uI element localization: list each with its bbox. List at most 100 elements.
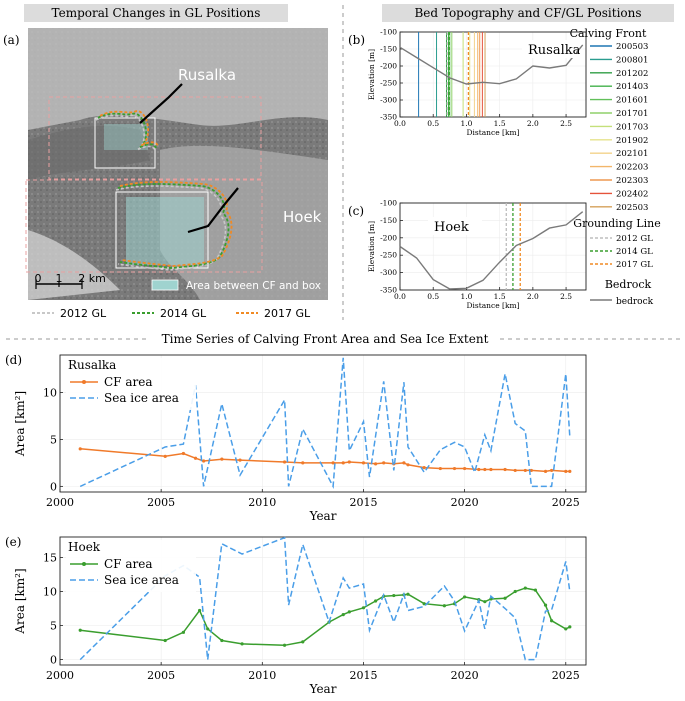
panel-label-e: (e) xyxy=(5,535,21,549)
point-e-0-27 xyxy=(523,586,527,590)
panel-a-legend: 2012 GL 2014 GL 2017 GL xyxy=(32,307,311,320)
x-axis-label-d: Year xyxy=(309,509,337,523)
rusalka-gl-2017 xyxy=(99,110,159,147)
point-d-0-21 xyxy=(463,466,467,471)
x-tick-label-e-0: 2000 xyxy=(46,669,74,682)
legend-marker-d-0 xyxy=(82,380,86,384)
annotation-b: Rusalka xyxy=(528,43,581,58)
legend-cf-label-201703: 201703 xyxy=(616,122,648,132)
hoek-profile-line xyxy=(187,187,239,234)
legend-bg-d xyxy=(66,358,196,410)
legend-2017-label: 2017 GL xyxy=(264,307,311,320)
legend-cf-label-202203: 202203 xyxy=(616,163,648,173)
scale-label-1: 1 xyxy=(56,272,63,285)
point-e-0-15 xyxy=(392,593,396,598)
x-tick-label-d-5: 2025 xyxy=(552,496,580,509)
scale-bar: 0 1 2 km xyxy=(35,272,106,289)
point-d-0-5 xyxy=(220,457,224,461)
panel-a-title: Temporal Changes in GL Positions xyxy=(52,6,261,20)
x-tick-label-e-4: 2020 xyxy=(451,669,479,682)
annotation-bg-b xyxy=(522,40,576,58)
point-d-0-8 xyxy=(301,461,305,465)
point-d-0-30 xyxy=(550,468,554,473)
scale-label-2: 2 km xyxy=(78,272,106,285)
legend-gl-label-0: 2012 GL xyxy=(616,234,653,244)
bottom-title: Time Series of Calving Front Area and Se… xyxy=(162,332,489,346)
point-d-0-14 xyxy=(382,461,386,465)
rusalka-profile-line xyxy=(139,83,183,124)
y-tick-label-c-5: -350 xyxy=(380,286,397,295)
axes-frame-d xyxy=(59,354,587,493)
x-axis-label-b: Distance [km] xyxy=(466,128,519,137)
x-tick-label-c-5: 2.5 xyxy=(560,292,572,301)
point-d-0-0 xyxy=(78,447,82,451)
x-tick-label-b-2: 1.0 xyxy=(460,119,472,128)
legend-gl-title: Grounding Line xyxy=(573,217,660,230)
series-line-d-1 xyxy=(79,357,571,490)
y-tick-label-c-4: -300 xyxy=(380,268,397,277)
scale-label-0: 0 xyxy=(35,272,42,285)
gl-legend-items: 2012 GL 2014 GL 2017 GL xyxy=(590,234,653,270)
y-tick-label-c-3: -250 xyxy=(380,251,397,260)
y-axis-label-e: Area [km²] xyxy=(13,568,27,634)
legend-gl-label-2: 2017 GL xyxy=(616,260,653,270)
x-tick-label-c-4: 2.0 xyxy=(527,292,539,301)
y-axis-label-d: Area [km²] xyxy=(13,391,27,457)
point-d-0-17 xyxy=(406,463,410,467)
point-e-0-29 xyxy=(543,603,548,607)
point-d-0-13 xyxy=(374,462,378,466)
x-axis-label-c: Distance [km] xyxy=(466,301,519,310)
point-d-0-29 xyxy=(543,469,548,473)
point-e-0-11 xyxy=(347,610,351,614)
point-e-0-23 xyxy=(483,600,487,604)
annotation-bg-c xyxy=(428,217,482,235)
legend-cf-label-200801: 200801 xyxy=(616,55,648,65)
point-e-0-30 xyxy=(550,619,554,623)
point-d-0-23 xyxy=(483,467,487,472)
legend-label-d-0: CF area xyxy=(104,375,152,389)
legend-bed-title: Bedrock xyxy=(605,278,652,291)
rusalka-dashed-box xyxy=(48,96,262,180)
point-d-0-7 xyxy=(282,460,287,464)
point-e-0-18 xyxy=(422,602,426,606)
legend-cf-label-201601: 201601 xyxy=(616,96,648,106)
x-tick-label-b-4: 2.0 xyxy=(527,119,539,128)
y-tick-label-b-1: -150 xyxy=(380,45,397,54)
hoek-cf-box xyxy=(115,191,209,269)
panel-e: 2000 2005 2010 2015 2020 2025 0 5 10 15 Year Area [… xyxy=(5,535,587,696)
x-tick-label-c-0: 0.0 xyxy=(394,292,406,301)
point-d-0-1 xyxy=(163,454,167,458)
box-legend: Area between CF and box xyxy=(151,279,321,292)
panel-a-title-bg xyxy=(24,4,288,22)
right-title-bg xyxy=(382,4,674,22)
legend-cf-title: Calving Front xyxy=(570,27,647,40)
legend-label-e-0: CF area xyxy=(104,557,152,571)
point-e-0-26 xyxy=(513,589,517,594)
y-tick-label-e-0: 0 xyxy=(50,654,57,667)
x-tick-label-e-5: 2025 xyxy=(552,669,580,682)
point-e-0-25 xyxy=(503,596,507,600)
legend-cf-label-201701: 201701 xyxy=(616,109,648,119)
hoek-gl-2014 xyxy=(117,183,230,269)
y-tick-label-b-0: -100 xyxy=(380,28,397,37)
point-e-0-10 xyxy=(341,613,345,617)
axes-frame-b xyxy=(399,31,587,118)
point-d-0-22 xyxy=(477,467,481,472)
legend-cf-label-202303: 202303 xyxy=(616,176,648,186)
point-d-0-3 xyxy=(193,456,198,460)
point-e-0-32 xyxy=(568,625,572,629)
point-e-0-17 xyxy=(406,592,410,596)
point-e-0-5 xyxy=(220,638,224,643)
y-tick-label-e-2: 10 xyxy=(43,585,57,598)
point-d-0-18 xyxy=(422,466,426,470)
x-tick-label-d-4: 2020 xyxy=(451,496,479,509)
point-e-0-4 xyxy=(206,627,210,631)
x-tick-label-e-3: 2015 xyxy=(349,669,377,682)
point-d-0-27 xyxy=(523,468,527,473)
label-rusalka: Rusalka xyxy=(178,66,236,84)
y-tick-label-d-2: 10 xyxy=(43,387,57,400)
point-d-0-11 xyxy=(347,460,351,464)
legend-bedrock-label: bedrock xyxy=(616,297,654,307)
sea-ice-area xyxy=(28,125,150,180)
